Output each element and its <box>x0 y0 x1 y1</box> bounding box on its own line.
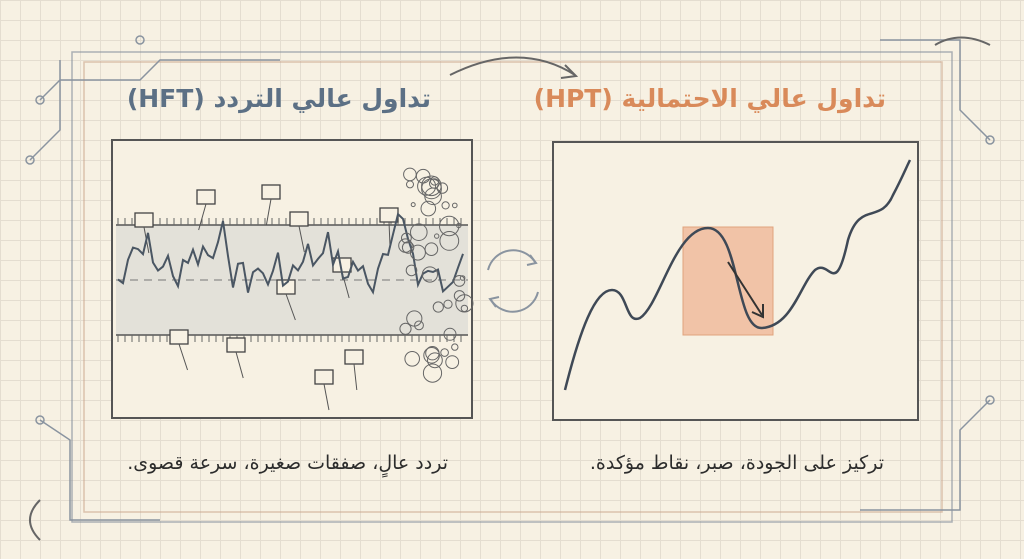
bubble <box>436 182 449 194</box>
trade-arrow <box>265 198 272 226</box>
hft-caption: تردد عالٍ، صفقات صغيرة، سرعة قصوى. <box>127 452 448 474</box>
bubble <box>404 351 421 367</box>
trade-arrow <box>235 351 244 379</box>
bubble <box>421 175 442 197</box>
hft-chart-panel <box>111 139 474 419</box>
hft-price-line <box>117 212 464 295</box>
hpt-price-curve <box>563 159 912 391</box>
bubble <box>459 275 466 281</box>
bubble <box>422 363 443 383</box>
bubble <box>427 352 443 369</box>
circuit-decoration <box>25 35 995 541</box>
bubble <box>401 232 412 244</box>
bubble <box>445 355 460 370</box>
bubble <box>439 215 460 237</box>
bubble <box>399 322 412 335</box>
bubble <box>440 348 449 357</box>
trade-box <box>289 211 309 227</box>
bubble <box>423 347 440 364</box>
bubble <box>405 264 418 277</box>
bubble <box>406 180 414 189</box>
trade-box <box>226 337 246 353</box>
cycle-arrows-icon <box>487 249 539 313</box>
trade-arrow <box>198 203 207 231</box>
bubble <box>414 320 424 331</box>
bubble <box>452 202 458 209</box>
bubble <box>451 343 459 351</box>
trade-arrow <box>353 363 358 391</box>
bubble <box>453 275 466 287</box>
bubble <box>439 231 460 251</box>
bubble <box>434 233 440 239</box>
bubble <box>432 301 444 313</box>
trade-box <box>196 189 216 205</box>
trade-box <box>134 212 154 228</box>
entry-arrow-icon <box>727 261 764 319</box>
hpt-caption: تركيز على الجودة، صبر، نقاط مؤكدة. <box>589 452 884 474</box>
bubble <box>401 241 415 254</box>
bubble <box>443 327 457 341</box>
bubble <box>460 304 469 313</box>
bubble <box>410 223 428 241</box>
hft-title: تداول عالي التردد (HFT) <box>126 84 431 113</box>
bubble <box>453 290 466 302</box>
bubble <box>441 201 450 210</box>
bubble <box>456 222 462 229</box>
trade-arrow <box>323 383 330 411</box>
bubble <box>424 242 439 256</box>
hpt-chart-panel <box>552 141 919 421</box>
trade-box <box>379 207 399 223</box>
bubble <box>410 202 416 208</box>
hpt-highlight-zone <box>682 226 774 336</box>
trade-box <box>261 184 281 200</box>
hpt-title: تداول عالي الاحتمالية (HPT) <box>533 84 886 113</box>
trade-box <box>344 349 364 365</box>
bubble <box>420 200 437 217</box>
trade-box <box>314 369 334 385</box>
bubble <box>421 266 438 283</box>
trade-box <box>169 329 189 345</box>
trade-arrow <box>285 293 296 321</box>
trade-arrow <box>178 343 189 371</box>
trade-arrow <box>298 225 305 253</box>
bubble <box>443 299 453 309</box>
